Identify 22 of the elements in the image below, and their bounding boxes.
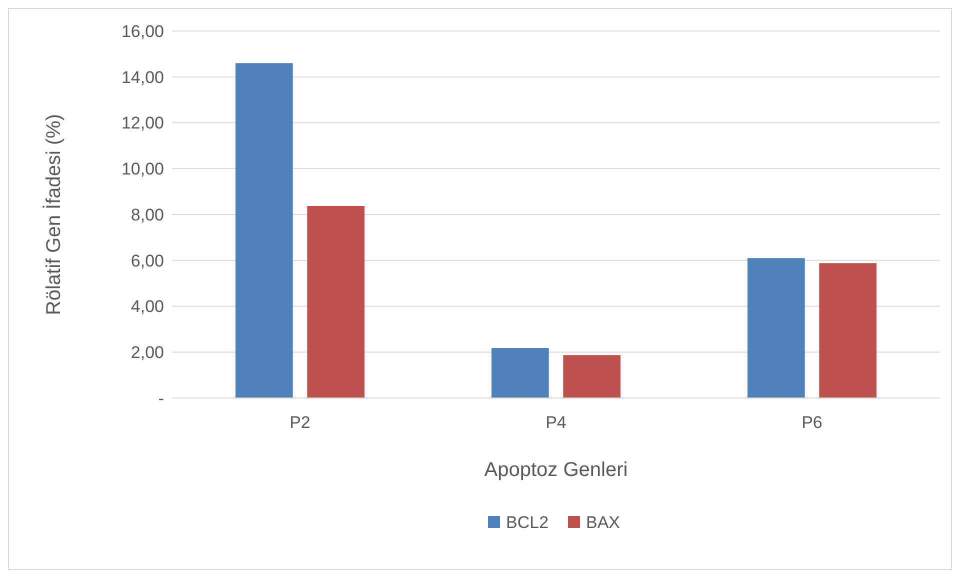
y-tick-label: -	[158, 388, 164, 408]
y-tick-label: 14,00	[121, 68, 164, 87]
y-tick-label: 12,00	[121, 114, 164, 133]
bar	[235, 63, 293, 398]
y-tick-label: 16,00	[121, 22, 164, 41]
bar	[307, 206, 365, 398]
bar	[747, 258, 805, 398]
x-axis-title: Apoptoz Genleri	[484, 459, 628, 481]
y-tick-label: 10,00	[121, 160, 164, 179]
legend-label: BCL2	[506, 513, 549, 532]
bar	[491, 348, 549, 398]
x-tick-label: P6	[802, 413, 822, 432]
y-tick-label: 2,00	[130, 343, 164, 362]
x-tick-label: P2	[290, 413, 310, 432]
y-tick-label: 6,00	[130, 251, 164, 270]
y-tick-label: 4,00	[130, 297, 164, 316]
x-tick-label: P4	[546, 413, 566, 432]
y-axis-title: Rölatif Gen İfadesi (%)	[42, 114, 65, 316]
bar	[563, 355, 621, 398]
y-tick-label: 8,00	[130, 205, 164, 224]
bar	[819, 263, 877, 398]
legend-label: BAX	[586, 513, 620, 532]
